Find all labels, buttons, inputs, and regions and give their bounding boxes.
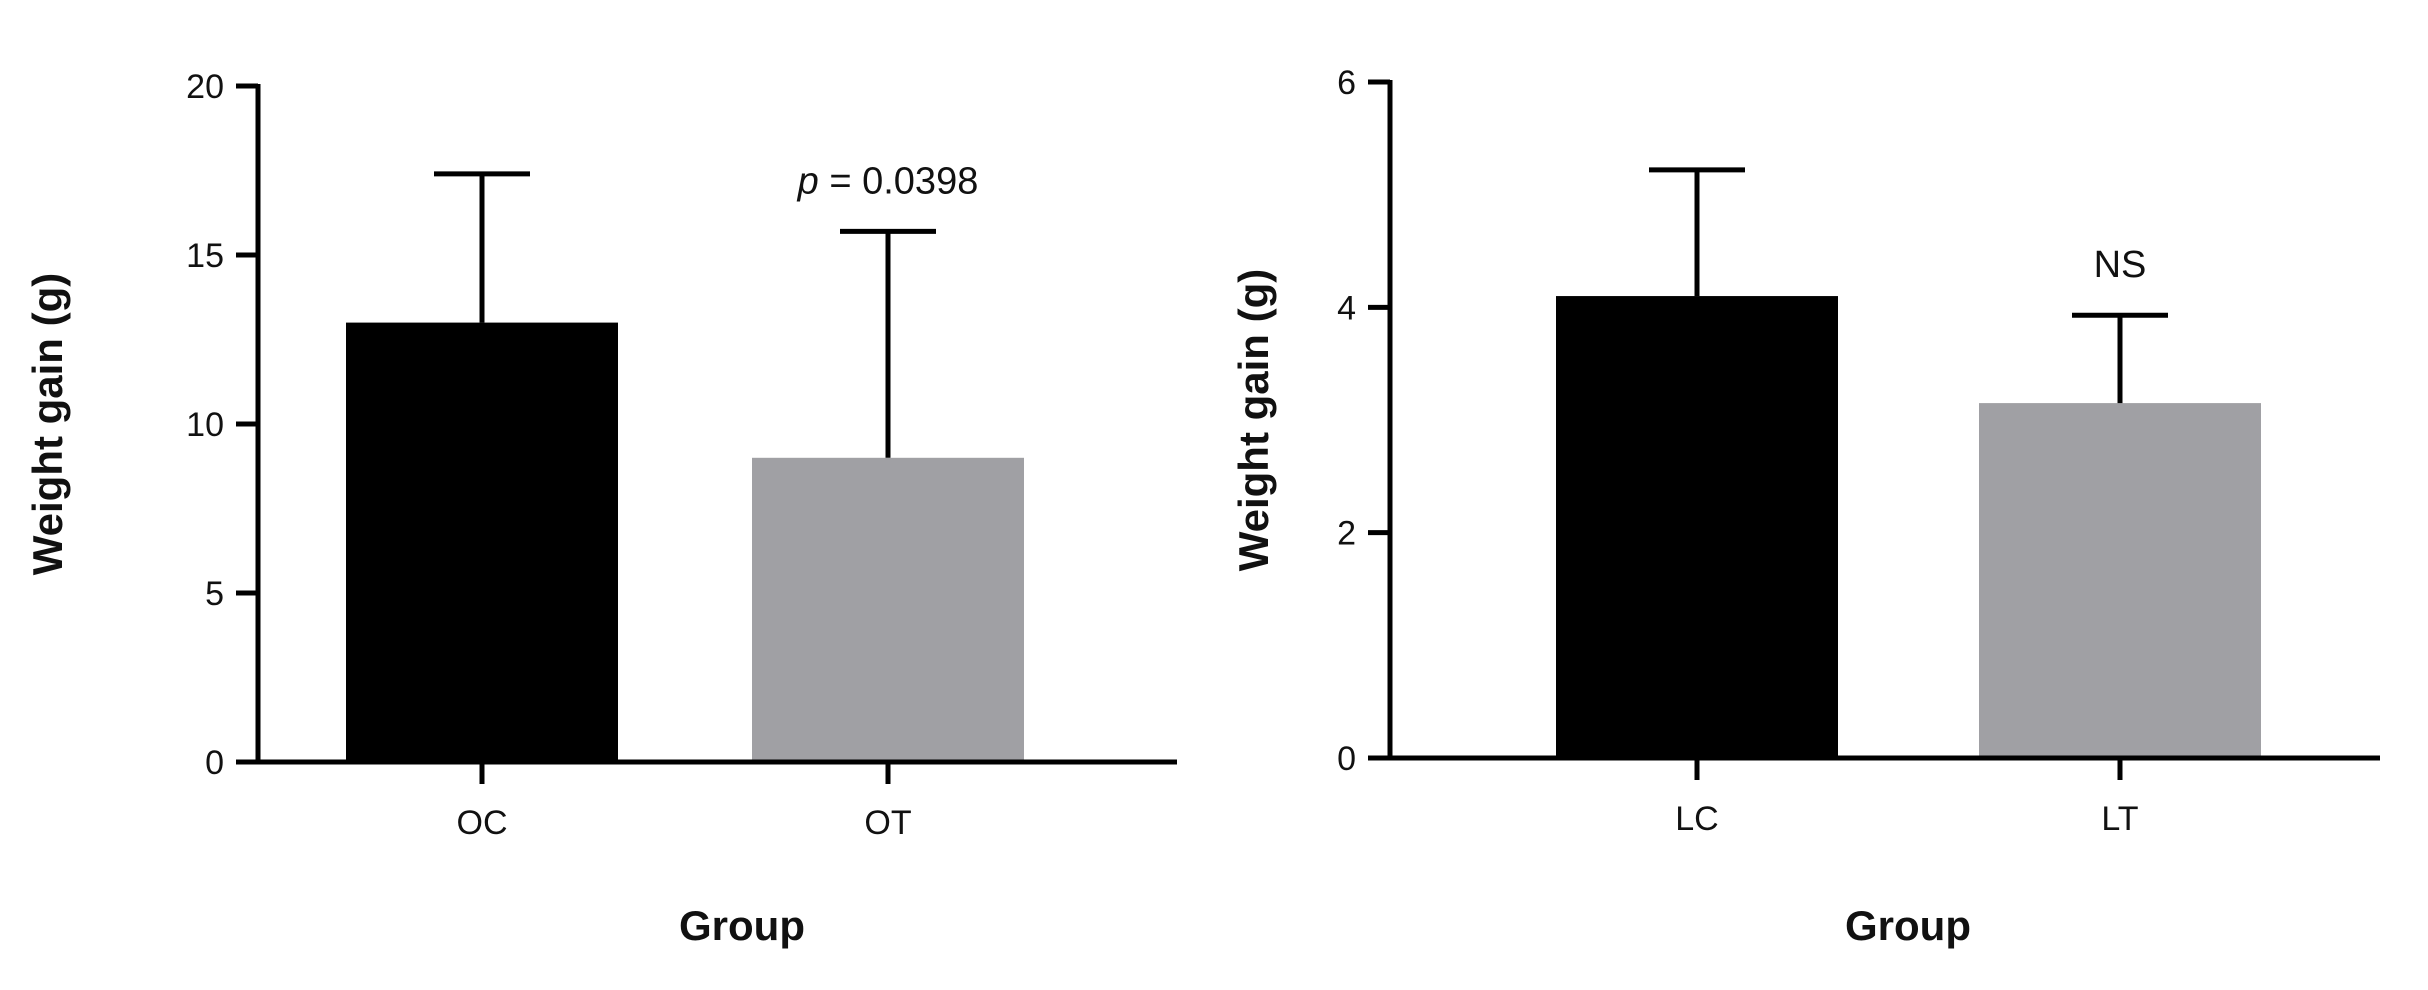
annotation-text: NS — [2094, 244, 2147, 286]
y-tick-label: 6 — [1337, 64, 1356, 102]
y-tick-label: 0 — [205, 744, 224, 782]
x-tick-label-ot: OT — [864, 804, 911, 842]
x-axis-title: Group — [1845, 902, 1971, 949]
significance-annotation: p = 0.0398 — [797, 160, 979, 202]
y-tick-label: 4 — [1337, 289, 1356, 327]
y-tick-label: 0 — [1337, 740, 1356, 778]
x-tick-label-lt: LT — [2101, 800, 2138, 838]
chart-panel-right: 0 2 4 6 LC LT Group Weight gain (g) NS — [1230, 64, 2380, 949]
bar-oc — [346, 322, 618, 762]
annotation-text: = 0.0398 — [819, 160, 979, 202]
y-tick-label: 10 — [186, 406, 224, 444]
y-tick-label: 15 — [186, 237, 224, 275]
bar-lc — [1556, 296, 1838, 758]
y-tick-label: 2 — [1337, 515, 1356, 553]
y-tick-label: 20 — [186, 68, 224, 106]
bar-ot — [752, 457, 1024, 762]
x-tick-label-oc: OC — [457, 804, 508, 842]
chart-panel-left: 0 5 10 15 20 OC OT Group Weight gain (g) p = 0.03… — [24, 68, 1177, 949]
p-symbol: p — [797, 160, 819, 202]
significance-annotation: NS — [2094, 244, 2147, 286]
y-axis-title: Weight gain (g) — [24, 273, 71, 576]
x-axis-title: Group — [679, 902, 805, 949]
x-tick-label-lc: LC — [1675, 800, 1718, 838]
y-axis-title: Weight gain (g) — [1230, 269, 1277, 572]
bar-lt — [1979, 403, 2261, 758]
y-tick-label: 5 — [205, 575, 224, 613]
